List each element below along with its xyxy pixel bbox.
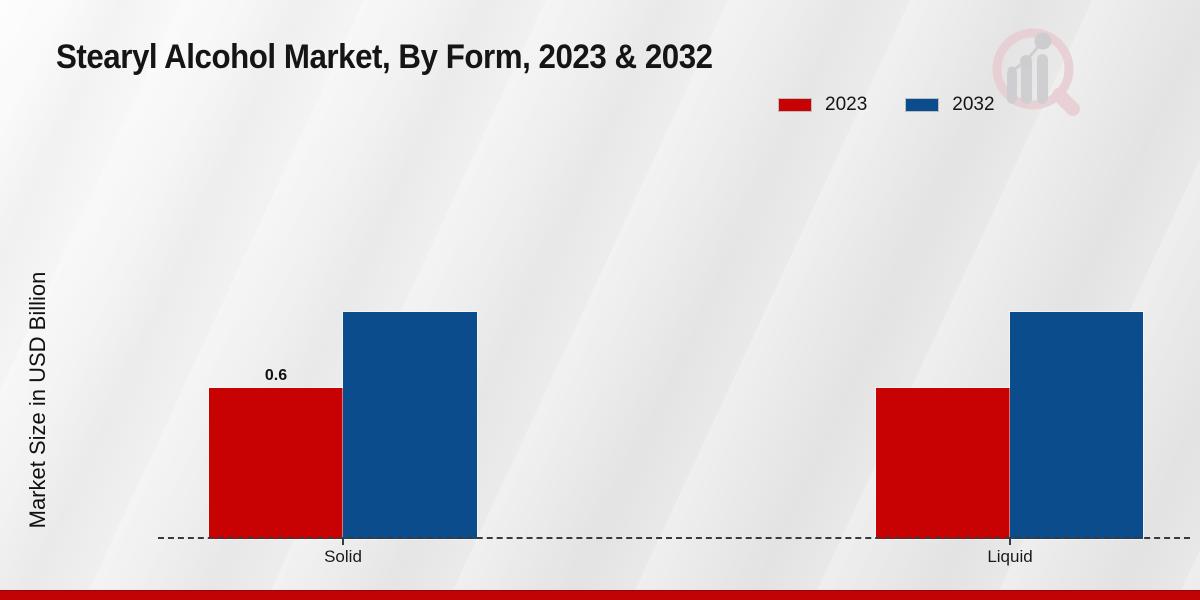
- legend: 2023 2032: [778, 94, 995, 116]
- data-label-solid-2023: 0.6: [264, 367, 288, 384]
- bar-solid-2032: [343, 312, 477, 539]
- bar-solid-2023: [209, 388, 343, 539]
- category-label-solid: Solid: [324, 547, 362, 566]
- x-axis-baseline: [158, 537, 1190, 539]
- legend-item-2023: 2023: [778, 94, 867, 116]
- legend-label-2023: 2023: [825, 94, 868, 115]
- category-label-liquid: Liquid: [987, 547, 1033, 566]
- legend-swatch-2023: [778, 98, 812, 112]
- legend-label-2032: 2032: [952, 94, 995, 115]
- magnifier-bar-chart-logo-icon: [992, 28, 1080, 116]
- legend-swatch-2032: [905, 98, 940, 112]
- bar-liquid-2032: [1010, 312, 1143, 539]
- legend-item-2032: 2032: [905, 94, 995, 116]
- x-axis-tick-liquid: [1009, 539, 1011, 545]
- brand-accent-bar: [0, 590, 1200, 600]
- chart-title: Stearyl Alcohol Market, By Form, 2023 & …: [56, 38, 713, 76]
- y-axis-label: Market Size in USD Billion: [25, 271, 50, 529]
- bar-liquid-2023: [876, 388, 1010, 539]
- x-axis-tick-solid: [342, 539, 344, 545]
